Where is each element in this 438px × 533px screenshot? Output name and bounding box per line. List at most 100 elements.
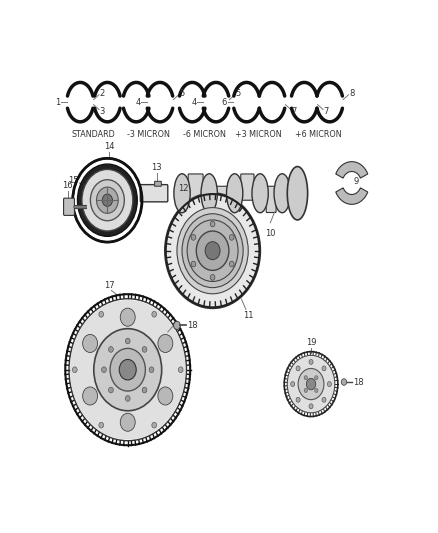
Text: 7: 7 <box>324 107 329 116</box>
Circle shape <box>205 241 220 260</box>
Circle shape <box>288 356 334 412</box>
Text: 11: 11 <box>243 311 254 320</box>
Circle shape <box>191 261 196 267</box>
Text: +6 MICRON: +6 MICRON <box>294 130 341 139</box>
Text: 15: 15 <box>68 176 78 185</box>
FancyBboxPatch shape <box>155 181 161 186</box>
Circle shape <box>304 389 307 392</box>
Circle shape <box>341 379 346 385</box>
Circle shape <box>109 387 113 393</box>
Text: STANDARD: STANDARD <box>72 130 116 139</box>
FancyBboxPatch shape <box>140 184 168 202</box>
Circle shape <box>90 180 124 221</box>
Text: 4: 4 <box>135 98 141 107</box>
Circle shape <box>94 329 162 411</box>
Circle shape <box>70 300 185 440</box>
Text: -6 MICRON: -6 MICRON <box>183 130 226 139</box>
Text: 12: 12 <box>179 184 189 193</box>
Circle shape <box>187 220 238 281</box>
Circle shape <box>173 321 180 329</box>
Circle shape <box>298 368 324 400</box>
Circle shape <box>158 387 173 405</box>
Text: 18: 18 <box>353 377 364 386</box>
Text: 17: 17 <box>104 281 114 290</box>
Circle shape <box>196 231 229 270</box>
Circle shape <box>314 376 318 379</box>
Polygon shape <box>336 188 368 204</box>
Text: 1: 1 <box>56 98 61 107</box>
Text: -3 MICRON: -3 MICRON <box>127 130 170 139</box>
Text: 13: 13 <box>151 163 162 172</box>
Text: 7: 7 <box>291 107 297 116</box>
Circle shape <box>165 193 260 308</box>
Circle shape <box>120 308 135 326</box>
Polygon shape <box>336 161 368 178</box>
Circle shape <box>142 387 147 393</box>
Ellipse shape <box>226 174 243 213</box>
FancyBboxPatch shape <box>188 174 203 200</box>
Ellipse shape <box>201 174 217 213</box>
Text: 10: 10 <box>265 229 276 238</box>
Text: 19: 19 <box>306 338 316 347</box>
Circle shape <box>158 334 173 352</box>
Text: +3 MICRON: +3 MICRON <box>235 130 282 139</box>
Circle shape <box>230 261 234 267</box>
Circle shape <box>149 367 154 373</box>
Circle shape <box>142 346 147 352</box>
Circle shape <box>96 187 118 213</box>
Circle shape <box>230 235 234 240</box>
Circle shape <box>291 382 295 386</box>
Text: 9: 9 <box>353 177 359 186</box>
Circle shape <box>322 397 326 402</box>
Ellipse shape <box>274 174 290 213</box>
Circle shape <box>210 221 215 227</box>
Text: 4: 4 <box>191 98 197 107</box>
Text: 16: 16 <box>62 181 73 190</box>
Circle shape <box>296 397 300 402</box>
Circle shape <box>306 378 316 390</box>
Circle shape <box>119 359 136 380</box>
Circle shape <box>110 349 145 391</box>
Text: 6: 6 <box>222 98 227 107</box>
Circle shape <box>322 366 326 371</box>
FancyBboxPatch shape <box>64 198 74 215</box>
Text: 2: 2 <box>100 88 105 98</box>
Circle shape <box>78 164 137 236</box>
Text: 8: 8 <box>349 88 354 98</box>
Circle shape <box>72 367 77 373</box>
FancyBboxPatch shape <box>266 186 276 213</box>
FancyBboxPatch shape <box>215 186 229 213</box>
Circle shape <box>327 382 332 386</box>
Circle shape <box>309 404 313 409</box>
Circle shape <box>83 387 98 405</box>
Ellipse shape <box>287 166 307 220</box>
Circle shape <box>309 359 313 365</box>
Circle shape <box>152 311 157 317</box>
Text: 3: 3 <box>100 107 105 116</box>
FancyBboxPatch shape <box>241 174 254 200</box>
Circle shape <box>125 395 130 401</box>
Text: 14: 14 <box>104 142 114 151</box>
Circle shape <box>125 338 130 344</box>
Circle shape <box>182 214 243 288</box>
Circle shape <box>314 389 318 392</box>
Circle shape <box>152 422 157 428</box>
Text: 18: 18 <box>187 321 198 330</box>
Circle shape <box>82 169 133 231</box>
Circle shape <box>304 376 307 379</box>
Circle shape <box>296 366 300 371</box>
Circle shape <box>178 367 183 373</box>
Circle shape <box>99 311 104 317</box>
Ellipse shape <box>174 174 190 213</box>
Circle shape <box>109 346 113 352</box>
Circle shape <box>210 274 215 280</box>
Ellipse shape <box>252 174 268 213</box>
Circle shape <box>120 413 135 431</box>
Circle shape <box>102 367 106 373</box>
Circle shape <box>177 207 248 294</box>
Text: 5: 5 <box>236 88 241 98</box>
Circle shape <box>102 194 113 206</box>
Text: 5: 5 <box>180 88 185 98</box>
Circle shape <box>99 422 104 428</box>
Circle shape <box>191 235 196 240</box>
